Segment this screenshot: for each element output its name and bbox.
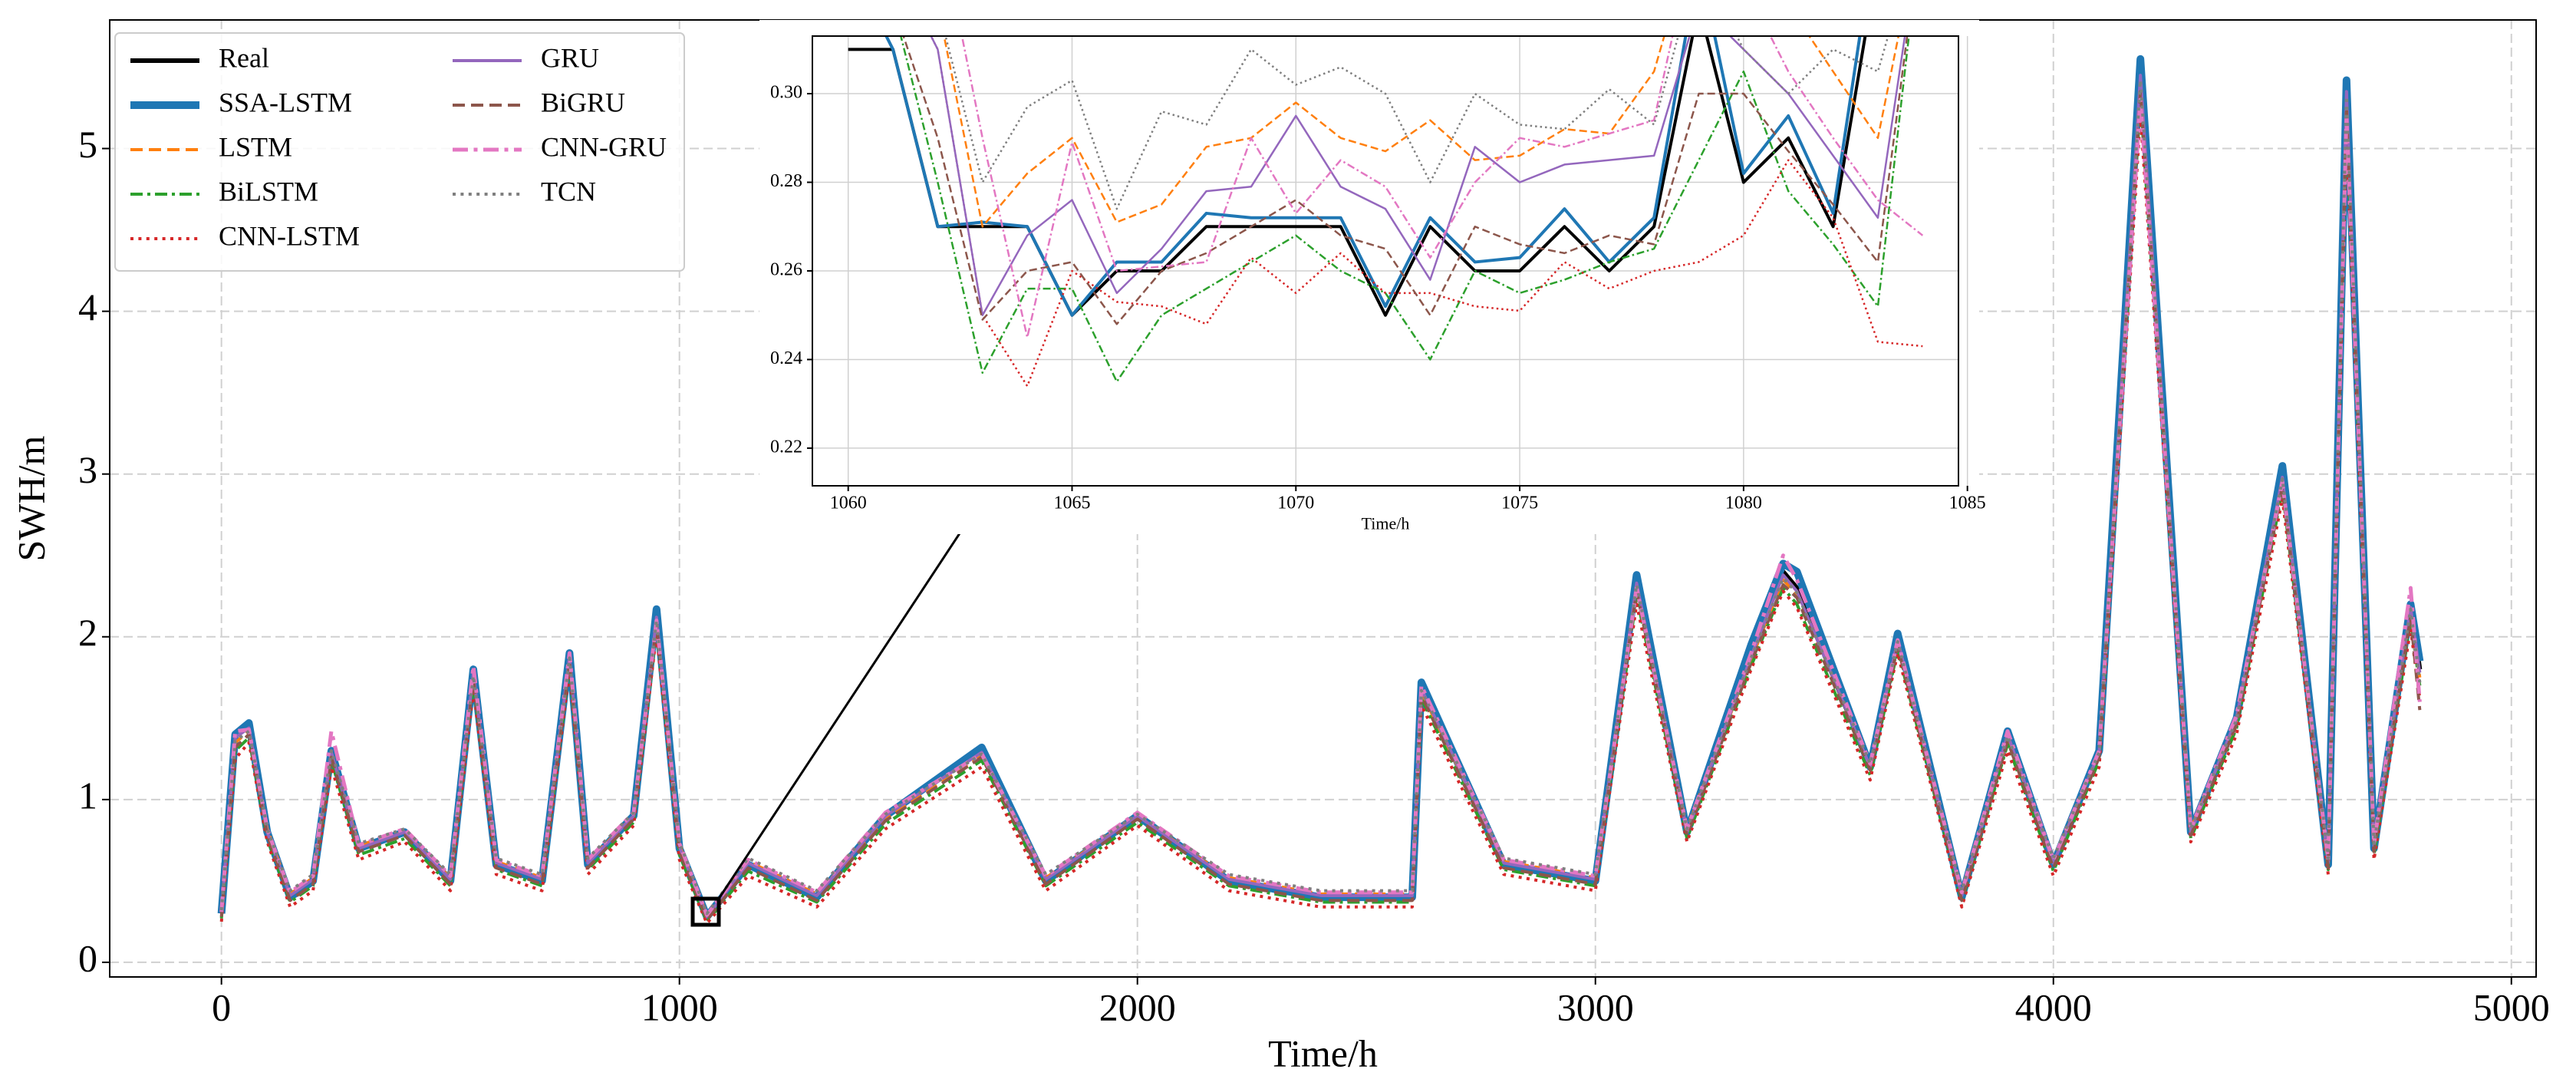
legend-label: SSA-LSTM — [219, 87, 352, 117]
series-line — [219, 114, 2422, 926]
legend-label: CNN-LSTM — [219, 220, 360, 251]
zoom-box — [690, 896, 721, 927]
series-line — [943, 36, 1900, 228]
series-line — [884, 36, 1862, 317]
plot-lines — [217, 54, 2424, 926]
y-tick-label: 2 — [78, 611, 97, 654]
y-tick-label: 0.26 — [770, 259, 802, 279]
y-tick-label: 4 — [78, 285, 97, 328]
x-tick-label: 1070 — [1277, 493, 1314, 513]
y-tick-label: 0.22 — [770, 437, 802, 457]
y-tick-label: 0 — [78, 936, 97, 979]
x-tick-label: 1000 — [641, 985, 718, 1028]
legend-label: Real — [219, 42, 269, 73]
x-tick-label: 1060 — [830, 493, 867, 513]
y-axis-label: SWH/m — [9, 435, 52, 561]
series-line — [219, 97, 2422, 923]
y-tick-label: 0.30 — [770, 83, 802, 103]
y-tick-label: 0.24 — [770, 348, 802, 368]
legend-label: TCN — [541, 176, 596, 206]
legend-label: CNN-GRU — [541, 131, 667, 162]
x-tick-label: 4000 — [2015, 985, 2092, 1028]
legend-label: GRU — [541, 42, 599, 73]
x-tick-label: 1075 — [1501, 493, 1538, 513]
series-line — [219, 97, 2422, 917]
x-tick-label: 5000 — [2473, 985, 2550, 1028]
axes-frame — [812, 35, 1959, 487]
x-tick-label: 1080 — [1725, 493, 1762, 513]
series-line — [219, 78, 2422, 916]
y-tick-label: 5 — [78, 123, 97, 166]
x-axis-label: Time/h — [1268, 1031, 1378, 1074]
series-line — [930, 36, 1923, 388]
x-axis-label: Time/h — [1362, 513, 1410, 533]
y-tick-label: 3 — [78, 448, 97, 491]
series-line — [902, 36, 1909, 325]
zoom-arrow — [717, 493, 987, 899]
y-tick-label: 1 — [78, 774, 97, 817]
legend-box — [114, 32, 685, 272]
x-tick-label: 3000 — [1557, 985, 1634, 1028]
plot-lines — [848, 36, 1924, 388]
y-tick-label: 0.28 — [770, 171, 802, 191]
x-tick-label: 1085 — [1949, 493, 1986, 513]
series-line — [944, 36, 1889, 210]
x-tick-label: 2000 — [1099, 985, 1176, 1028]
legend-label: BiGRU — [541, 87, 625, 117]
x-tick-label: 0 — [212, 985, 231, 1028]
legend-label: LSTM — [219, 131, 292, 162]
x-tick-label: 1065 — [1053, 493, 1090, 513]
legend-label: BiLSTM — [219, 176, 318, 206]
